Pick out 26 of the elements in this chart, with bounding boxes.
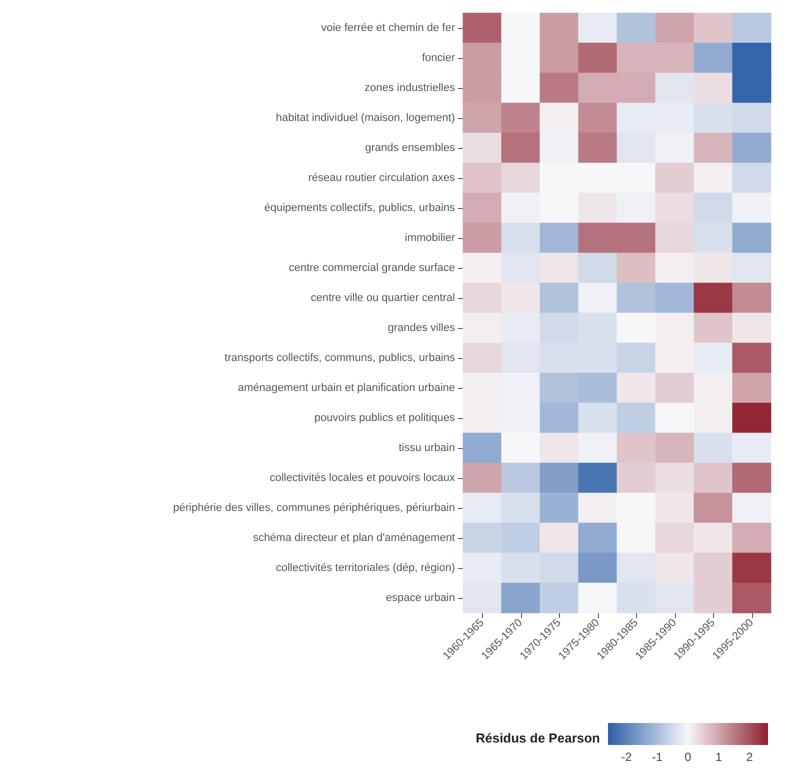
y-tick-label: équipements collectifs, publics, urbains bbox=[264, 202, 456, 214]
y-tick-label: transports collectifs, communs, publics, urbains bbox=[224, 352, 456, 364]
color-bar-label: -1 bbox=[652, 750, 663, 764]
y-tick-label: voie ferrée et chemin de fer bbox=[321, 22, 456, 34]
y-tick-label: foncier bbox=[422, 52, 456, 64]
color-bar-label: 2 bbox=[746, 750, 754, 764]
y-tick-label: réseau routier circulation axes bbox=[308, 172, 456, 184]
y-tick-label: espace urbain bbox=[386, 592, 455, 604]
y-tick-label: collectivités locales et pouvoirs locaux bbox=[270, 472, 456, 484]
color-bar-label: 1 bbox=[715, 750, 722, 764]
y-tick-label: habitat individuel (maison, logement) bbox=[276, 112, 455, 124]
y-tick-label: périphérie des villes, communes périphériques, périurbain bbox=[173, 502, 455, 514]
y-tick-label: aménagement urbain et planification urbaine bbox=[238, 382, 455, 394]
y-tick-label: zones industrielles bbox=[364, 82, 456, 94]
y-tick-label: centre ville ou quartier central bbox=[310, 292, 455, 304]
y-tick-label: grandes villes bbox=[388, 322, 456, 334]
color-bar-label: -2 bbox=[621, 750, 632, 764]
color-bar-label: 0 bbox=[684, 750, 692, 764]
y-tick-label: schéma directeur et plan d'aménagement bbox=[252, 532, 455, 544]
y-tick-label: pouvoirs publics et politiques bbox=[314, 412, 456, 424]
y-tick-label: tissu urbain bbox=[398, 442, 455, 454]
color-bar-title: Résidus de Pearson bbox=[476, 730, 600, 746]
y-tick-label: grands ensembles bbox=[365, 142, 456, 154]
y-tick-label: centre commercial grande surface bbox=[288, 262, 455, 274]
y-tick-label: collectivités territoriales (dép, région) bbox=[276, 562, 455, 574]
y-tick-label: immobilier bbox=[404, 232, 456, 244]
